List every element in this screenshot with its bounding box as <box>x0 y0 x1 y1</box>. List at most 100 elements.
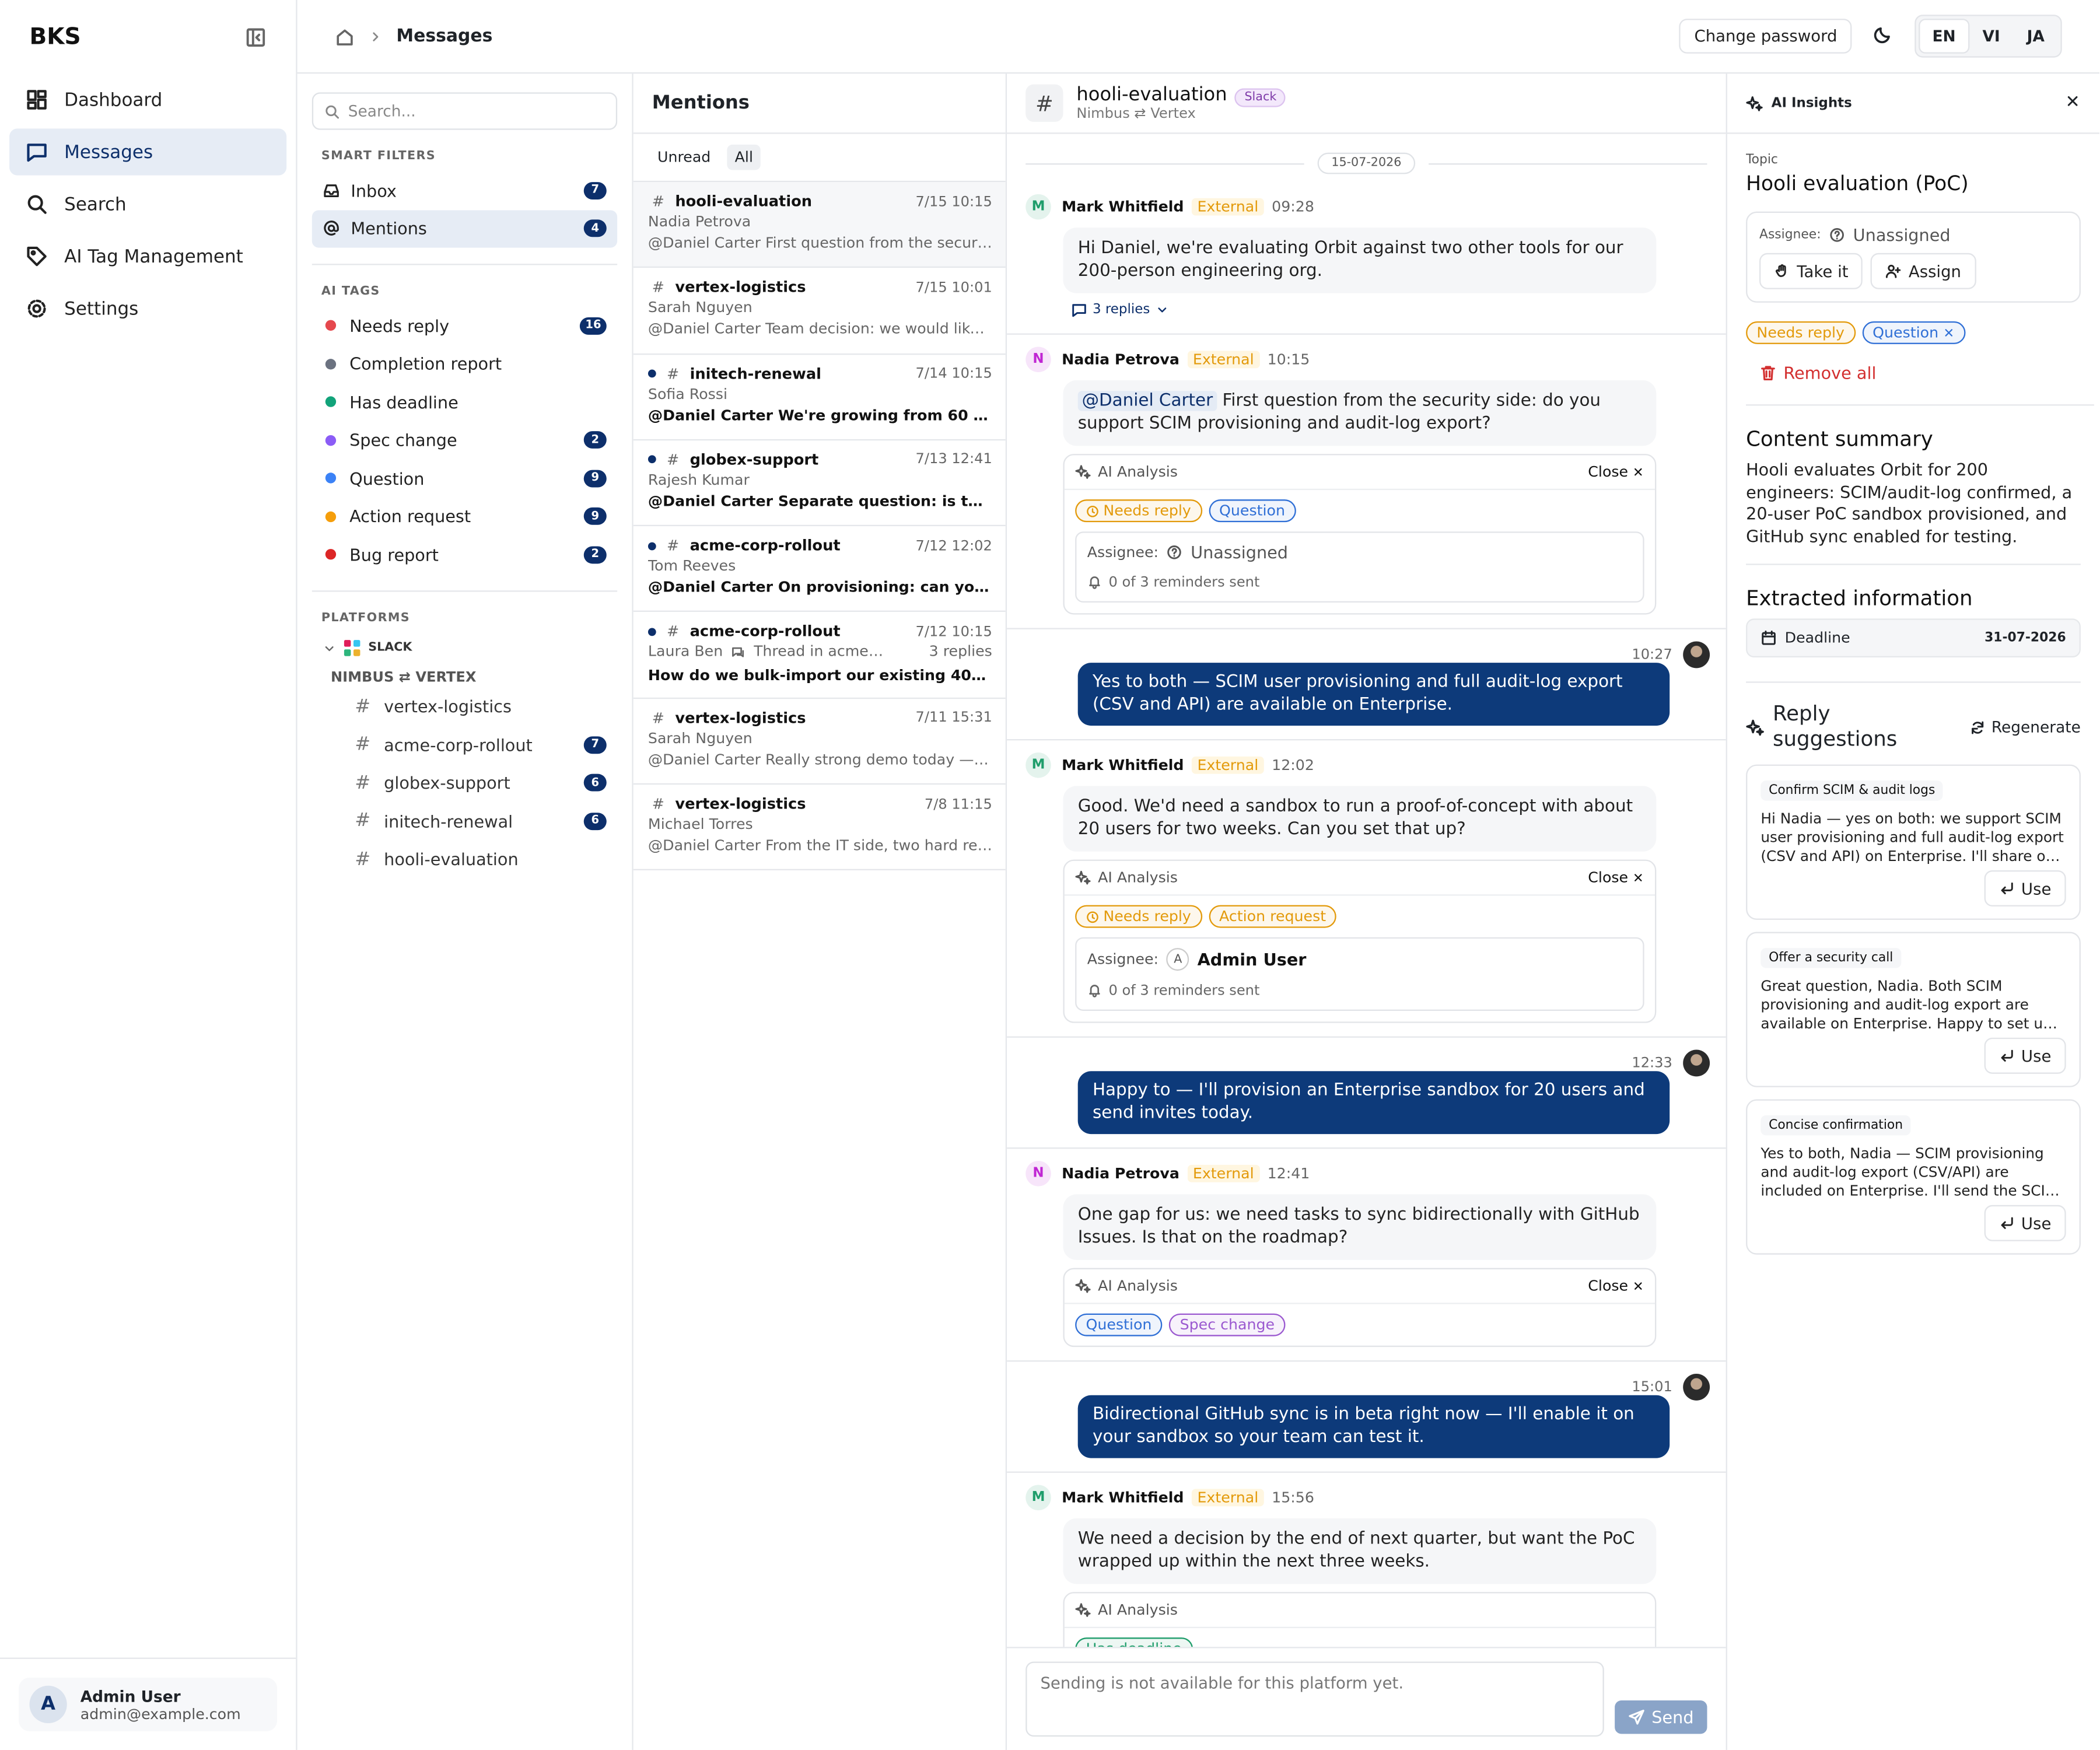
change-password-button[interactable]: Change password <box>1679 19 1852 54</box>
channel[interactable]: # initech-renewal 6 <box>312 802 617 840</box>
assignee-row: Assignee: Unassigned <box>1759 225 2067 245</box>
send-button[interactable]: Send <box>1614 1700 1707 1734</box>
bubble: Good. We'd need a sandbox to run a proof… <box>1063 786 1657 852</box>
search-input[interactable]: Search... <box>312 92 618 130</box>
mention-item[interactable]: # initech-renewal 7/14 10:15 Sofia Rossi @Da… <box>633 354 1006 440</box>
close-button[interactable] <box>2064 91 2081 115</box>
smart-filter[interactable]: Inbox 7 <box>312 172 617 209</box>
channel[interactable]: # acme-corp-rollout 7 <box>312 726 617 764</box>
ai-tag-filter[interactable]: Action request 9 <box>312 498 617 536</box>
channel[interactable]: # vertex-logistics <box>312 688 617 726</box>
ai-tag-filter[interactable]: Completion report <box>312 345 617 383</box>
icon-part <box>1167 545 1182 559</box>
language-option[interactable]: JA <box>2027 26 2045 46</box>
ai-tag-filter[interactable]: Question 9 <box>312 459 617 497</box>
icon <box>1970 717 1986 737</box>
theme-toggle[interactable] <box>1873 24 1893 48</box>
icon-part <box>27 90 47 110</box>
icon <box>1746 93 1763 113</box>
analysis-header: AI Analysis <box>1064 1593 1655 1629</box>
icon-part <box>1762 632 1776 645</box>
close-button[interactable]: Close <box>1588 462 1644 482</box>
section-title: Content summary <box>1746 427 1933 452</box>
close-button[interactable]: Close <box>1588 867 1644 887</box>
nav-item[interactable]: Dashboard <box>9 76 286 123</box>
assign-button[interactable]: Assign <box>1871 253 1976 289</box>
nav-item[interactable]: AI Tag Management <box>9 233 286 279</box>
mention-item[interactable]: # globex-support 7/13 12:41 Rajesh Kumar @Da… <box>633 440 1006 527</box>
icon-part <box>373 32 379 41</box>
icon-part <box>30 250 36 256</box>
platform-row[interactable]: SLACK <box>312 633 617 664</box>
use-button[interactable]: Use <box>1983 1037 2066 1074</box>
ai-analysis: AI Analysis Close Needs reply Action reques… <box>1063 859 1657 1023</box>
icon-part <box>1075 1279 1091 1293</box>
user-card[interactable]: A Admin User admin@example.com <box>19 1678 278 1731</box>
incoming-message: M Mark Whitfield External 09:28 Hi Daniel, w… <box>1007 182 1726 335</box>
conversation: # hooli-evaluation Slack Nimbus ⇄ Vertex 15-… <box>1007 74 1727 1750</box>
regenerate-button[interactable]: Regenerate <box>1970 717 2081 737</box>
icon-part <box>732 648 744 658</box>
channel[interactable]: # hooli-evaluation <box>312 840 617 878</box>
icon <box>1632 462 1644 482</box>
language-switch: EN VI JA <box>1915 15 2062 58</box>
nav-item[interactable]: Messages <box>9 128 287 176</box>
composer-input[interactable]: Sending is not available for this platfo… <box>1026 1661 1604 1737</box>
value: 31-07-2026 <box>1985 631 2066 646</box>
message-header: N Nadia Petrova External 12:41 <box>1026 1161 1656 1186</box>
nav-item[interactable]: Settings <box>9 285 286 332</box>
mention-item[interactable]: # hooli-evaluation 7/15 10:15 Nadia Petrova… <box>633 182 1006 268</box>
mention-row: # globex-support 7/13 12:41 <box>648 451 992 468</box>
count-badge: 6 <box>583 812 607 830</box>
use-button[interactable]: Use <box>1983 1205 2066 1241</box>
mention-item[interactable]: # acme-corp-rollout 7/12 12:02 Tom Reeves @D… <box>633 526 1006 613</box>
channel-name: hooli-evaluation <box>1076 84 1227 106</box>
assignee: Unassigned <box>1853 225 1951 246</box>
nav-item[interactable]: Search <box>9 181 286 228</box>
icon-part <box>1091 913 1096 919</box>
tag: Question <box>1861 321 1965 344</box>
channel[interactable]: # globex-support 6 <box>312 764 617 802</box>
remove-all-button[interactable]: Remove all <box>1746 355 2094 406</box>
tab[interactable]: Unread <box>657 148 711 166</box>
mention-item[interactable]: # vertex-logistics 7/8 11:15 Michael Torres… <box>633 785 1006 871</box>
ai-tag-filter[interactable]: Bug report 2 <box>312 536 617 573</box>
extracted-item: Deadline 31-07-2026 <box>1746 618 2081 657</box>
language-option[interactable]: VI <box>1982 26 2000 46</box>
mention-item[interactable]: # vertex-logistics 7/15 10:01 Sarah Nguyen @… <box>633 268 1006 355</box>
close-button[interactable]: Close <box>1588 1276 1644 1296</box>
mention-item[interactable]: # acme-corp-rollout 7/12 10:15 Laura Ben Thr… <box>633 612 1006 699</box>
icon-part <box>324 184 339 197</box>
language-option[interactable]: EN <box>1920 20 1968 52</box>
channel-name: acme-corp-rollout <box>690 623 841 641</box>
smart-filter[interactable]: Mentions 4 <box>312 209 618 248</box>
top-bar: Messages Change password EN VI JA <box>297 0 2100 74</box>
tab[interactable]: All <box>726 144 761 170</box>
mention-author: Laura Ben Thread in acme-corp-r 3 replies <box>648 643 992 663</box>
icon-part <box>1888 264 1895 272</box>
ai-tag-filter[interactable]: Has deadline <box>312 383 617 421</box>
message-header: M Mark Whitfield External 15:56 <box>1026 1485 1656 1511</box>
ai-tag-filter[interactable]: Needs reply 16 <box>312 307 617 345</box>
nav-label: Messages <box>64 141 153 163</box>
tag: Question <box>1075 1313 1163 1336</box>
use-button[interactable]: Use <box>1983 870 2066 907</box>
take-it-button[interactable]: Take it <box>1759 253 1863 289</box>
suggestion-text: Hi Nadia — yes on both: we support SCIM … <box>1760 810 2064 865</box>
mention-author: Sarah Nguyen <box>648 299 992 317</box>
logo-part <box>344 640 351 647</box>
panel-title: Mentions <box>633 74 1006 134</box>
sidebar: BKS Dashboard Messages Search AI Tag Managem… <box>0 0 298 1750</box>
message-text: First question from the security side: d… <box>1077 391 1601 433</box>
icon-part <box>326 104 340 118</box>
icon-part <box>1746 719 1764 736</box>
mention-item[interactable]: # vertex-logistics 7/11 15:31 Sarah Nguyen @… <box>633 699 1006 785</box>
time: 15:01 <box>1632 1379 1672 1395</box>
replies-link[interactable]: 3 replies <box>1071 300 1656 320</box>
icon-part <box>732 648 744 658</box>
icon-part <box>2067 96 2078 106</box>
author: Nadia Petrova <box>648 212 751 230</box>
ai-tag-filter[interactable]: Spec change 2 <box>312 421 617 459</box>
workspace[interactable]: NIMBUS ⇄ VERTEX <box>330 668 477 685</box>
icon-part <box>1746 95 1763 111</box>
